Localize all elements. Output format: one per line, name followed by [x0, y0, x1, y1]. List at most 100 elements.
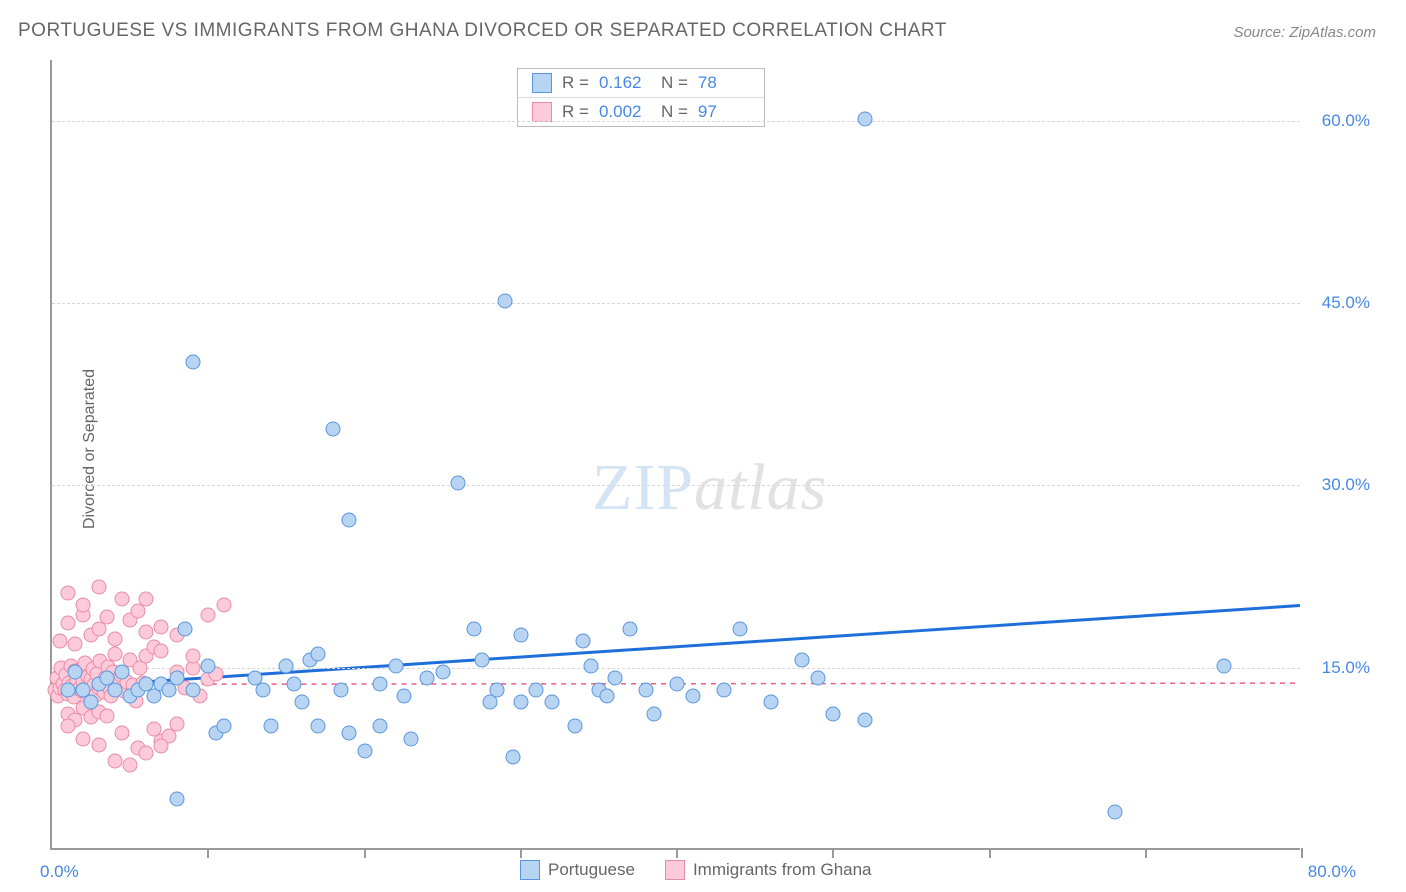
legend-swatch-pink	[665, 860, 685, 880]
point-blue	[670, 676, 685, 691]
legend-swatch-pink	[532, 102, 552, 122]
point-pink	[107, 631, 122, 646]
point-blue	[490, 683, 505, 698]
point-blue	[373, 676, 388, 691]
y-tick-label: 15.0%	[1322, 658, 1370, 678]
x-tick	[520, 848, 522, 858]
n-value-pink: 97	[698, 102, 750, 122]
point-blue	[474, 652, 489, 667]
x-tick	[364, 848, 366, 858]
y-gridline	[52, 668, 1300, 669]
watermark: ZIPatlas	[592, 450, 827, 526]
x-tick	[832, 848, 834, 858]
point-pink	[154, 619, 169, 634]
point-blue	[170, 792, 185, 807]
watermark-zip: ZIP	[592, 451, 694, 524]
point-blue	[334, 683, 349, 698]
x-tick	[1301, 848, 1303, 858]
point-pink	[201, 607, 216, 622]
point-blue	[115, 664, 130, 679]
point-blue	[185, 683, 200, 698]
point-blue	[68, 664, 83, 679]
y-gridline	[52, 121, 1300, 122]
x-tick	[1145, 848, 1147, 858]
point-blue	[513, 695, 528, 710]
point-pink	[216, 597, 231, 612]
watermark-atlas: atlas	[694, 451, 827, 524]
series-label-blue: Portuguese	[548, 860, 635, 880]
point-blue	[732, 622, 747, 637]
chart-title: PORTUGUESE VS IMMIGRANTS FROM GHANA DIVO…	[18, 20, 947, 42]
r-value-blue: 0.162	[599, 73, 651, 93]
x-axis-origin-label: 0.0%	[40, 862, 79, 882]
point-pink	[91, 737, 106, 752]
point-pink	[60, 585, 75, 600]
point-pink	[123, 758, 138, 773]
x-tick	[676, 848, 678, 858]
point-blue	[60, 683, 75, 698]
point-blue	[607, 670, 622, 685]
point-blue	[826, 707, 841, 722]
point-blue	[373, 719, 388, 734]
point-blue	[763, 695, 778, 710]
point-pink	[138, 624, 153, 639]
point-blue	[84, 695, 99, 710]
point-blue	[177, 622, 192, 637]
point-blue	[170, 670, 185, 685]
r-label: R =	[562, 73, 589, 93]
r-value-pink: 0.002	[599, 102, 651, 122]
point-blue	[185, 354, 200, 369]
point-blue	[810, 670, 825, 685]
point-pink	[107, 646, 122, 661]
y-tick-label: 30.0%	[1322, 475, 1370, 495]
point-pink	[91, 579, 106, 594]
point-blue	[295, 695, 310, 710]
x-tick	[989, 848, 991, 858]
point-pink	[115, 725, 130, 740]
point-pink	[115, 591, 130, 606]
point-blue	[1216, 658, 1231, 673]
point-pink	[52, 634, 67, 649]
correlation-legend: R = 0.162 N = 78 R = 0.002 N = 97	[517, 68, 765, 127]
point-blue	[357, 743, 372, 758]
point-blue	[795, 652, 810, 667]
point-blue	[310, 646, 325, 661]
point-pink	[60, 616, 75, 631]
series-legend-item-pink: Immigrants from Ghana	[665, 860, 872, 880]
trend-lines	[52, 60, 1300, 848]
y-gridline	[52, 303, 1300, 304]
point-blue	[287, 676, 302, 691]
point-blue	[685, 689, 700, 704]
point-blue	[599, 689, 614, 704]
point-blue	[341, 512, 356, 527]
point-blue	[529, 683, 544, 698]
point-blue	[857, 713, 872, 728]
point-pink	[76, 597, 91, 612]
point-pink	[107, 753, 122, 768]
y-gridline	[52, 485, 1300, 486]
point-blue	[466, 622, 481, 637]
x-axis-max-label: 80.0%	[1308, 862, 1356, 882]
point-pink	[170, 717, 185, 732]
point-pink	[68, 636, 83, 651]
n-label: N =	[661, 73, 688, 93]
n-value-blue: 78	[698, 73, 750, 93]
point-pink	[99, 708, 114, 723]
point-blue	[201, 658, 216, 673]
source-attribution: Source: ZipAtlas.com	[1233, 24, 1376, 41]
point-blue	[716, 683, 731, 698]
point-blue	[638, 683, 653, 698]
point-pink	[60, 719, 75, 734]
point-blue	[216, 719, 231, 734]
point-blue	[623, 622, 638, 637]
point-pink	[154, 644, 169, 659]
point-blue	[326, 421, 341, 436]
point-blue	[1107, 804, 1122, 819]
point-blue	[255, 683, 270, 698]
legend-swatch-blue	[520, 860, 540, 880]
point-blue	[420, 670, 435, 685]
chart-container: PORTUGUESE VS IMMIGRANTS FROM GHANA DIVO…	[0, 0, 1406, 892]
point-blue	[451, 476, 466, 491]
y-tick-label: 45.0%	[1322, 293, 1370, 313]
point-pink	[185, 648, 200, 663]
